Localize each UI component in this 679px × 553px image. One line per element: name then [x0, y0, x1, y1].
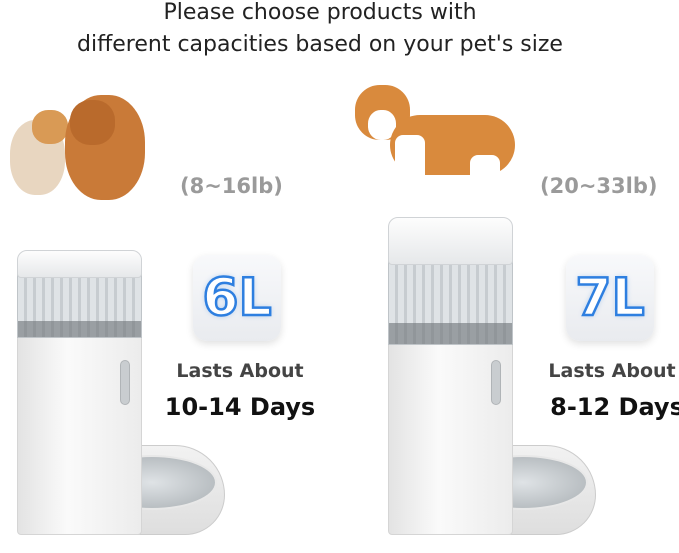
- capacity-badge-7l: 7L: [566, 255, 654, 341]
- headline-line-2: different capacities based on your pet's…: [77, 32, 563, 57]
- lasts-about-label-7l: Lasts About: [548, 360, 676, 382]
- feeder-6l-image: [12, 245, 227, 540]
- duration-6l: 10-14 Days: [164, 393, 316, 421]
- lasts-about-label-6l: Lasts About: [176, 360, 304, 382]
- cat-and-dog-image: [0, 85, 160, 210]
- weight-range-small: (8~16lb): [180, 174, 283, 198]
- feeder-7l-image: [383, 215, 598, 540]
- weight-range-large: (20~33lb): [540, 174, 658, 198]
- duration-7l: 8-12 Days: [550, 393, 679, 421]
- corgi-image: [350, 80, 520, 205]
- headline-line-1: Please choose products with: [163, 0, 477, 25]
- capacity-badge-6l: 6L: [193, 255, 281, 341]
